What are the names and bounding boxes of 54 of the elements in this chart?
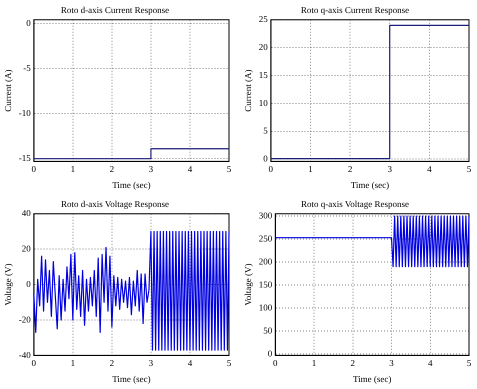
y-tick-label: 10 — [258, 98, 268, 108]
y-tick-label: 0 — [268, 348, 273, 358]
y-tick-label: 300 — [258, 210, 273, 220]
x-axis-title: Time (sec) — [352, 374, 392, 384]
x-tick-label: 3 — [387, 164, 392, 174]
y-tick-label: -40 — [18, 350, 32, 360]
y-tick-label: 20 — [258, 42, 268, 52]
x-tick-label: 1 — [70, 358, 76, 368]
x-tick-label: 2 — [110, 164, 114, 174]
y-tick-label: 40 — [22, 208, 32, 218]
x-tick-label: 4 — [427, 164, 432, 174]
y-axis-title: Voltage (V) — [2, 264, 13, 306]
y-axis-title: Voltage (V) — [242, 264, 253, 306]
y-tick-label: -10 — [18, 108, 32, 118]
y-tick-label: 200 — [258, 256, 273, 266]
y-tick-label: -20 — [18, 314, 32, 324]
y-tick-label: 150 — [258, 279, 273, 290]
x-tick-label: 2 — [110, 358, 114, 368]
x-tick-label: 5 — [466, 164, 472, 174]
x-tick-label: 1 — [308, 164, 313, 174]
x-tick-label: 3 — [389, 358, 394, 368]
x-tick-label: 5 — [226, 164, 232, 174]
x-tick-label: 1 — [312, 358, 316, 368]
x-tick-label: 5 — [466, 358, 472, 368]
x-tick-label: 2 — [348, 164, 352, 174]
x-tick-label: 3 — [148, 164, 154, 174]
y-axis-title: Current (A) — [2, 69, 13, 112]
y-tick-label: -5 — [23, 62, 32, 73]
x-tick-label: 4 — [188, 164, 193, 174]
x-axis-title: Time (sec) — [350, 180, 390, 190]
chart-title: Roto d-axis Current Response — [60, 4, 170, 15]
x-tick-label: 4 — [188, 358, 193, 368]
y-tick-label: 20 — [22, 244, 32, 254]
y-tick-label: 0 — [26, 278, 32, 289]
y-tick-label: 0 — [263, 154, 268, 164]
x-tick-label: 2 — [350, 358, 356, 368]
chart-title: Roto q-axis Voltage Response — [301, 198, 409, 209]
x-tick-label: 3 — [148, 358, 154, 368]
x-axis-title: Time (sec) — [112, 374, 151, 384]
x-axis-title: Time (sec) — [112, 180, 151, 190]
y-tick-label: 5 — [263, 126, 268, 136]
x-tick-label: 1 — [70, 164, 76, 174]
y-tick-label: -15 — [18, 153, 32, 164]
x-tick-label: 4 — [428, 358, 434, 368]
y-tick-label: 250 — [258, 233, 273, 244]
chart-title: Roto d-axis Voltage Response — [61, 198, 169, 209]
y-tick-label: 25 — [258, 14, 268, 24]
x-tick-label: 5 — [226, 358, 232, 368]
y-tick-label: 0 — [26, 18, 32, 28]
y-tick-label: 100 — [258, 302, 273, 312]
chart-title: Roto q-axis Current Response — [300, 4, 410, 15]
y-tick-label: 50 — [263, 325, 273, 336]
y-tick-label: 15 — [258, 70, 268, 80]
y-axis-title: Current (A) — [242, 69, 253, 112]
